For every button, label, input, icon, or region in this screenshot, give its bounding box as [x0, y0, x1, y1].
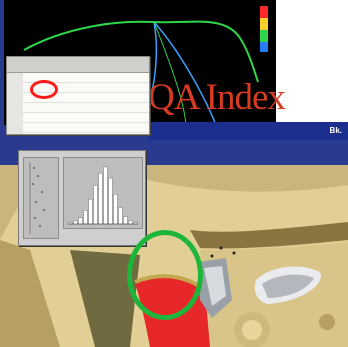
table-row[interactable] — [23, 123, 149, 133]
curve-plot — [23, 6, 268, 125]
histogram-bar — [83, 210, 88, 225]
scatter-plot — [29, 162, 45, 234]
white-strip — [276, 0, 348, 122]
title-band — [148, 122, 348, 140]
histogram-bar — [93, 185, 98, 225]
histogram-bar — [108, 177, 113, 225]
scatter-strip — [23, 157, 59, 239]
table-row[interactable] — [23, 83, 149, 93]
histogram-bar — [103, 166, 108, 225]
corner-tag: Bk. — [327, 126, 344, 135]
histogram-bar — [118, 207, 123, 225]
histogram-axis — [21, 229, 141, 243]
histogram-bar — [128, 220, 133, 225]
histogram-plot — [63, 157, 143, 229]
histogram-window[interactable] — [18, 150, 146, 246]
table-header — [7, 57, 149, 73]
table-row[interactable] — [23, 93, 149, 103]
table-row[interactable] — [23, 113, 149, 123]
histogram-bar — [78, 217, 83, 225]
qa-index-title: QA Index — [148, 77, 286, 118]
histogram-bars — [68, 166, 138, 225]
data-table-window[interactable] — [6, 56, 150, 135]
table-row[interactable] — [23, 103, 149, 113]
histogram-bar — [73, 220, 78, 225]
histogram-bar — [98, 172, 103, 225]
red-highlight-circle — [30, 80, 58, 99]
green-highlight-circle — [127, 230, 203, 320]
histogram-bar — [123, 216, 128, 225]
histogram-bar — [113, 194, 118, 225]
histogram-bar — [88, 199, 93, 225]
table-row[interactable] — [23, 73, 149, 83]
